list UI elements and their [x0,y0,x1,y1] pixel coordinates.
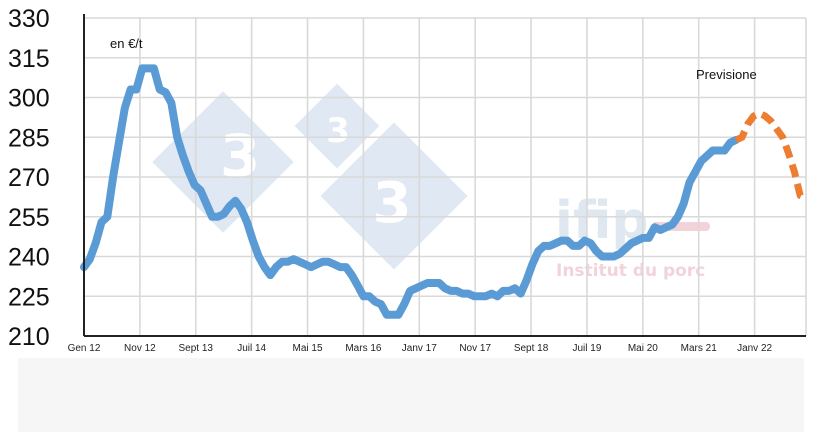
x-tick-label: Sept 18 [514,343,549,354]
x-tick-label: Nov 12 [124,343,156,354]
y-tick-label: 210 [8,323,50,351]
x-tick-label: Gen 12 [68,343,101,354]
y-tick-label: 270 [8,164,50,192]
forecast-annotation: Previsione [696,67,757,82]
x-tick-label: Juil 14 [237,343,266,354]
forecast-series-line [734,109,808,202]
y-tick-label: 300 [8,85,50,113]
x-tick-label: Mars 16 [345,343,382,354]
y-tick-label: 330 [8,5,50,33]
y-tick-label: 285 [8,124,50,152]
x-tick-label: Janv 17 [402,343,437,354]
x-tick-label: Juil 19 [572,343,601,354]
watermark-brand-sub: Institut du porc [556,261,705,281]
watermark-number-right: 3 [373,171,412,236]
series-layer [80,64,808,319]
x-tick-label: Mars 21 [681,343,718,354]
y-tick-label: 315 [8,45,50,73]
x-tick-label: Mai 15 [293,343,323,354]
actual-series-line [80,64,741,319]
axes [83,14,806,337]
y-axis-ticks: 210 225 240 255 270 285 300 315 330 [8,5,50,351]
x-tick-label: Sept 13 [179,343,214,354]
watermark-diamond-top [294,83,380,169]
y-tick-label: 255 [8,204,50,232]
y-tick-label: 225 [8,283,50,311]
bottom-panel [18,358,804,432]
watermark-number-left: 3 [220,122,260,190]
unit-annotation: en €/t [110,36,143,51]
x-tick-label: Janv 22 [737,343,772,354]
watermark-number-top: 3 [326,111,350,151]
watermark-diamond-right [320,122,468,270]
x-tick-label: Mai 20 [628,343,658,354]
y-tick-label: 240 [8,244,50,272]
x-tick-label: Nov 17 [459,343,491,354]
x-axis-ticks: Gen 12 Nov 12 Sept 13 Juil 14 Mai 15 Mars 16 J… [68,343,773,354]
